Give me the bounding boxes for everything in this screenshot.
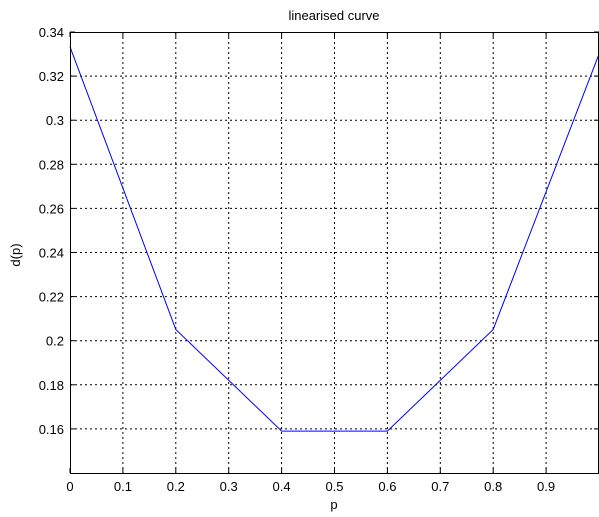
x-tick-label: 0.5 — [325, 479, 343, 494]
y-tick-label: 0.26 — [39, 201, 64, 216]
x-tick-label: 0.6 — [378, 479, 396, 494]
x-tick-label: 0.9 — [537, 479, 555, 494]
x-tick-label: 0.1 — [114, 479, 132, 494]
x-tick-label: 0.2 — [167, 479, 185, 494]
x-tick-label: 0.3 — [220, 479, 238, 494]
y-tick-label: 0.32 — [39, 69, 64, 84]
y-tick-label: 0.28 — [39, 157, 64, 172]
y-tick-label: 0.16 — [39, 422, 64, 437]
x-axis-label: p — [330, 497, 337, 512]
x-tick-label: 0 — [66, 479, 73, 494]
chart-title: linearised curve — [288, 8, 379, 23]
y-tick-label: 0.22 — [39, 290, 64, 305]
y-tick-label: 0.34 — [39, 25, 64, 40]
x-tick-label: 0.7 — [431, 479, 449, 494]
y-tick-labels: 0.16 0.18 0.2 0.22 0.24 0.26 0.28 0.3 0.32 0.34 — [39, 25, 64, 437]
x-tick-label: 0.8 — [484, 479, 502, 494]
y-axis-label: d(p) — [8, 243, 23, 266]
y-tick-label: 0.3 — [46, 113, 64, 128]
y-tick-label: 0.24 — [39, 246, 64, 261]
series-line — [69, 46, 599, 432]
grid — [70, 32, 599, 473]
y-tick-label: 0.2 — [46, 334, 64, 349]
x-tick-label: 0.4 — [273, 479, 291, 494]
series-group — [69, 46, 599, 432]
x-tick-labels: 0 0.1 0.2 0.3 0.4 0.5 0.6 0.7 0.8 0.9 — [66, 479, 555, 494]
y-tick-label: 0.18 — [39, 378, 64, 393]
